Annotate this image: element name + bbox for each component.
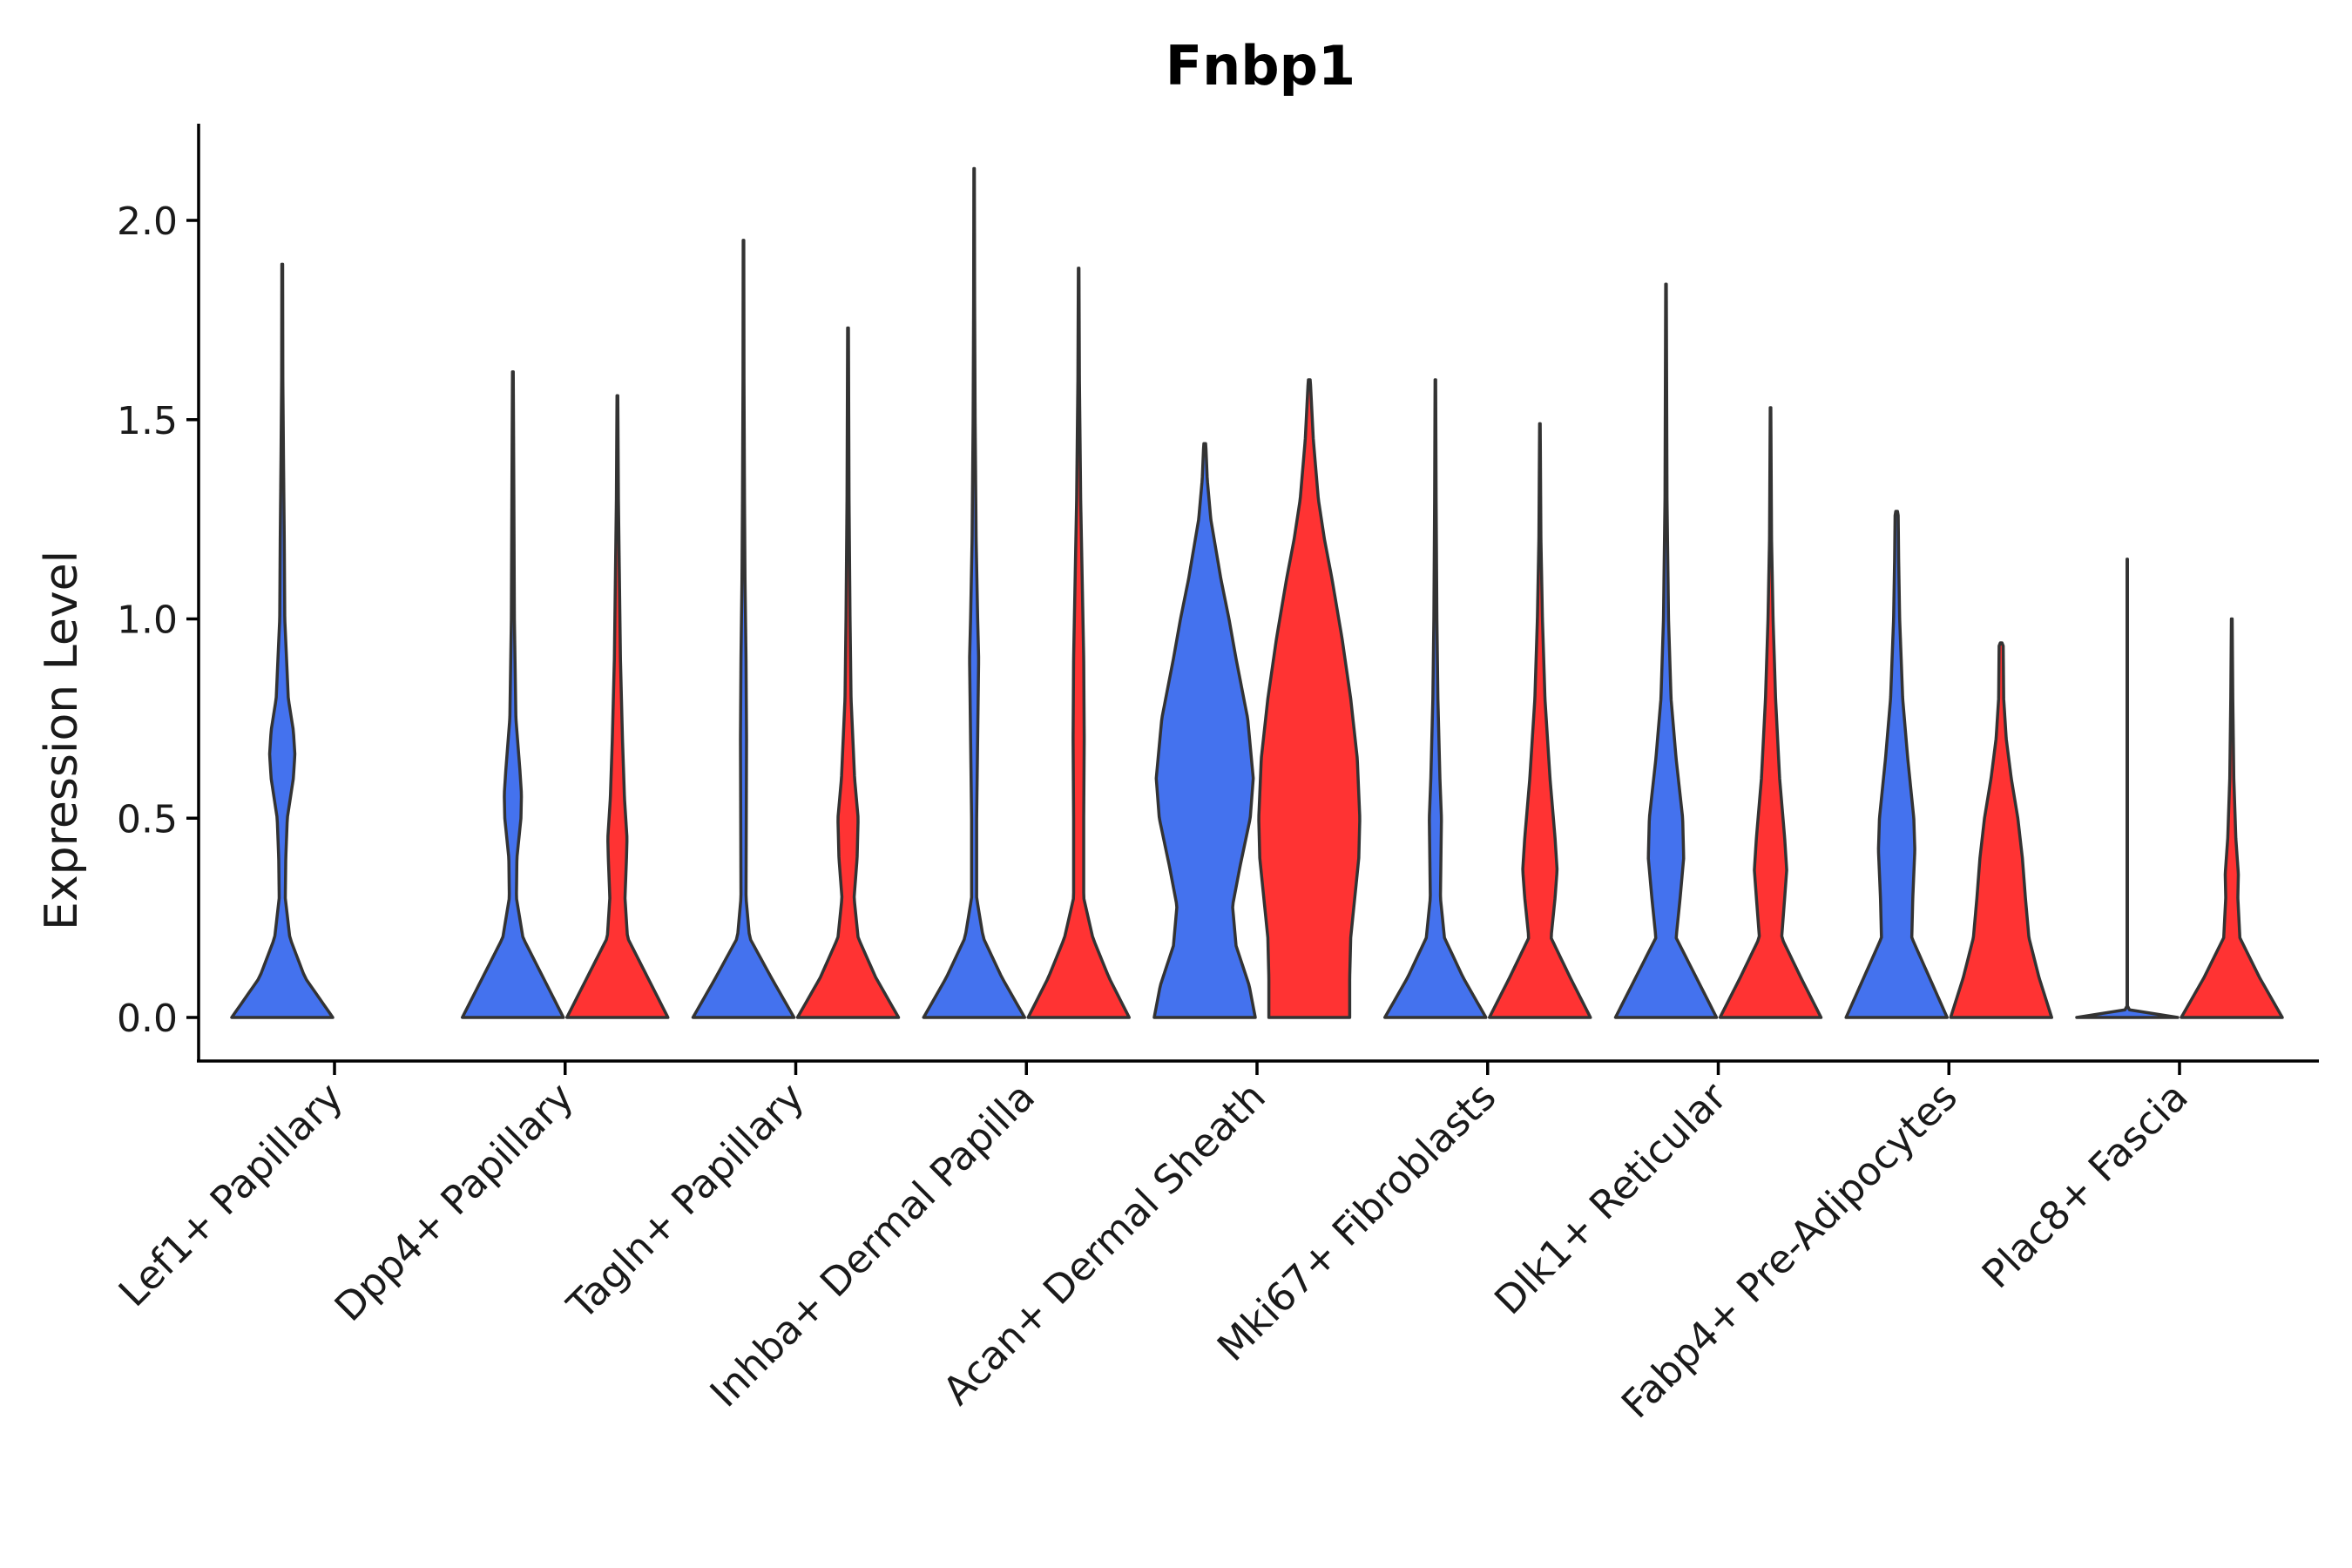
- violin-red: [795, 326, 901, 1019]
- x-category-label: Tagln+ Papillary: [558, 1073, 813, 1328]
- violin-blue: [691, 239, 796, 1019]
- y-tick-label: 1.0: [117, 598, 178, 643]
- violin-group: [230, 166, 2284, 1019]
- violin-blue: [230, 262, 335, 1019]
- violin-red: [1257, 378, 1362, 1019]
- y-tick-label: 1.5: [117, 399, 178, 443]
- y-axis-title: Expression Level: [36, 551, 88, 930]
- violin-red: [1488, 422, 1592, 1019]
- violin-blue: [1613, 282, 1719, 1019]
- violin-blue: [922, 166, 1026, 1019]
- y-tick-label: 2.0: [117, 199, 178, 244]
- violin-red: [1718, 406, 1823, 1019]
- violin-red: [565, 394, 670, 1019]
- violin-red: [2180, 617, 2284, 1019]
- x-category-label: Dlk1+ Reticular: [1485, 1073, 1735, 1323]
- chart-title: Fnbp1: [1166, 34, 1355, 98]
- violin-blue: [1383, 378, 1488, 1019]
- y-axis-ticks: 0.0 0.5 1.0 1.5 2.0: [117, 199, 199, 1041]
- y-tick-label: 0.0: [117, 997, 178, 1041]
- violin-blue: [2075, 558, 2180, 1019]
- x-category-label: Lef1+ Papillary: [110, 1073, 352, 1315]
- x-category-label: Dpp4+ Papillary: [326, 1073, 583, 1330]
- x-category-label: Plac8+ Fascia: [1973, 1073, 2197, 1297]
- violin-red: [1026, 267, 1131, 1019]
- violin-blue: [1152, 442, 1257, 1019]
- violin-blue: [461, 370, 565, 1019]
- y-tick-label: 0.5: [117, 797, 178, 841]
- violin-red: [1949, 641, 2053, 1019]
- violin-blue: [1844, 510, 1949, 1019]
